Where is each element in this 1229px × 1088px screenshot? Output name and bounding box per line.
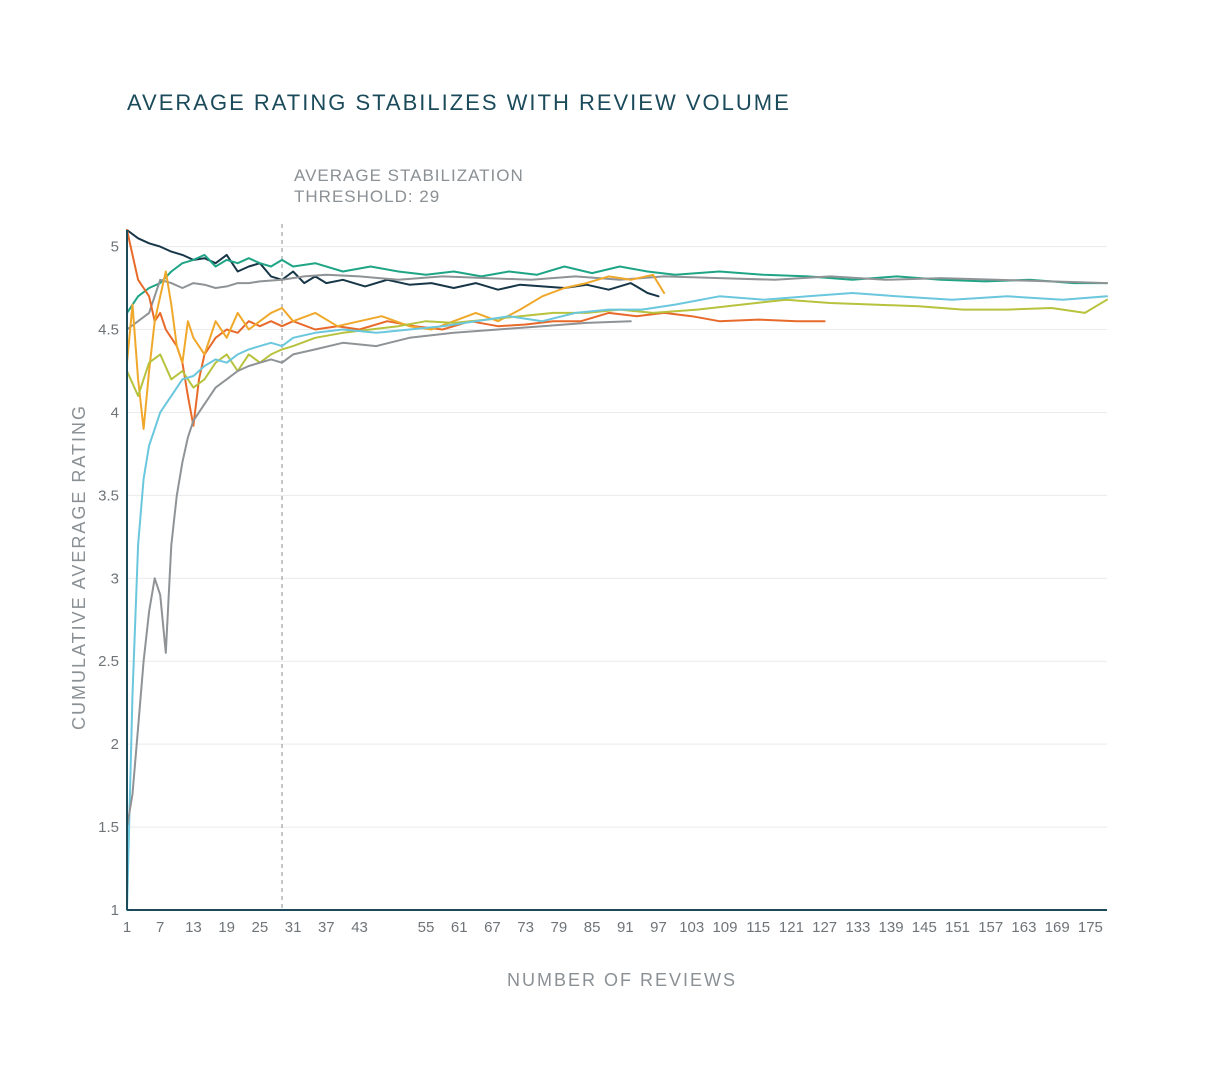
x-tick-label: 31 <box>285 919 302 936</box>
y-tick-label: 1.5 <box>98 819 119 836</box>
threshold-annotation-line2: THRESHOLD: 29 <box>294 187 440 206</box>
x-tick-label: 61 <box>451 919 468 936</box>
y-tick-label: 4 <box>111 404 119 421</box>
x-tick-label: 139 <box>879 919 904 936</box>
x-axis-label: NUMBER OF REVIEWS <box>507 970 737 991</box>
x-tick-label: 115 <box>746 919 770 936</box>
x-tick-label: 73 <box>517 919 534 936</box>
x-tick-label: 7 <box>156 919 164 936</box>
y-tick-label: 2 <box>111 736 119 753</box>
x-tick-label: 175 <box>1078 919 1103 936</box>
x-tick-label: 127 <box>812 919 837 936</box>
series-lightblue <box>127 293 1107 910</box>
x-tick-label: 25 <box>252 919 269 936</box>
x-tick-label: 1 <box>123 919 131 936</box>
x-tick-label: 91 <box>617 919 634 936</box>
y-tick-label: 1 <box>111 902 119 919</box>
x-tick-label: 67 <box>484 919 501 936</box>
y-tick-label: 5 <box>111 239 119 256</box>
threshold-annotation-line1: AVERAGE STABILIZATION <box>294 166 524 185</box>
series-gray-bottom <box>127 321 631 827</box>
x-tick-label: 109 <box>712 919 737 936</box>
x-tick-label: 43 <box>351 919 368 936</box>
x-tick-label: 85 <box>584 919 601 936</box>
x-tick-label: 157 <box>978 919 1003 936</box>
y-tick-label: 4.5 <box>98 322 119 339</box>
x-tick-label: 13 <box>185 919 202 936</box>
x-tick-label: 169 <box>1045 919 1070 936</box>
y-tick-label: 3.5 <box>98 487 119 504</box>
x-tick-label: 19 <box>218 919 235 936</box>
x-tick-label: 79 <box>551 919 568 936</box>
threshold-annotation: AVERAGE STABILIZATION THRESHOLD: 29 <box>294 165 524 208</box>
x-tick-label: 145 <box>912 919 937 936</box>
x-tick-label: 103 <box>679 919 704 936</box>
series-teal <box>127 255 1107 313</box>
x-tick-label: 121 <box>779 919 804 936</box>
y-tick-label: 3 <box>111 570 119 587</box>
x-tick-label: 151 <box>945 919 970 936</box>
chart-title: AVERAGE RATING STABILIZES WITH REVIEW VO… <box>127 90 791 116</box>
x-tick-label: 55 <box>418 919 435 936</box>
x-tick-label: 97 <box>650 919 667 936</box>
x-tick-label: 37 <box>318 919 335 936</box>
y-tick-label: 2.5 <box>98 653 119 670</box>
x-tick-label: 163 <box>1011 919 1036 936</box>
line-chart: 1 1.5 2 2.5 3 3.5 4 4.5 5 1 7 13 19 25 31 37 43 55 61 67 73 7… <box>87 220 1147 960</box>
x-tick-label: 133 <box>845 919 870 936</box>
